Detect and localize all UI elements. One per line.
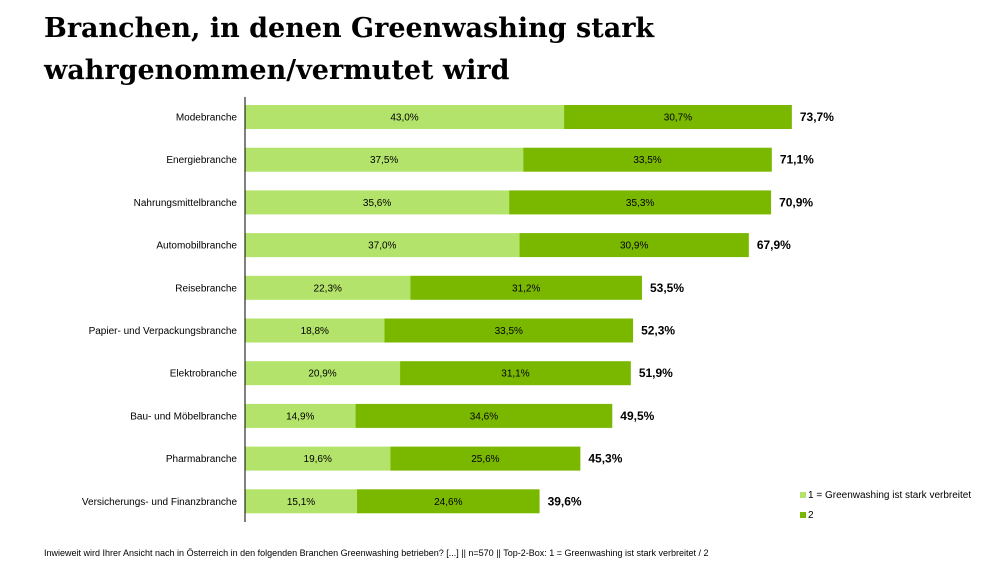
segment-value-label: 33,5%: [633, 155, 661, 166]
bar-segment-series-2: [509, 190, 772, 215]
category-label: Papier- und Verpackungsbranche: [89, 326, 238, 337]
segment-value-label: 14,9%: [286, 411, 314, 422]
bar-segment-series-2: [519, 233, 749, 258]
footnote: Inwieweit wird Ihrer Ansicht nach in Öst…: [44, 548, 709, 558]
total-value-label: 51,9%: [639, 366, 673, 380]
segment-value-label: 37,5%: [370, 155, 398, 166]
bar-segment-series-1: [245, 190, 510, 215]
segment-value-label: 35,6%: [363, 198, 391, 209]
total-value-label: 70,9%: [779, 195, 813, 209]
segment-value-label: 35,3%: [626, 198, 654, 209]
bar-segment-series-2: [355, 403, 613, 428]
bar-segment-series-1: [245, 105, 565, 129]
bar-segment-series-1: [245, 403, 356, 428]
category-label: Reisebranche: [175, 283, 237, 294]
category-label: Bau- und Möbelbranche: [130, 411, 237, 422]
segment-value-label: 30,7%: [664, 113, 692, 124]
bar-segment-series-2: [400, 361, 631, 386]
segment-value-label: 25,6%: [471, 454, 499, 465]
bar-segment-series-1: [245, 233, 520, 258]
legend-swatch-series-2: [800, 512, 806, 518]
bar-segment-series-1: [245, 318, 385, 343]
segment-value-label: 30,9%: [620, 241, 648, 252]
bar-segment-series-1: [245, 361, 401, 386]
category-label: Automobilbranche: [156, 241, 237, 252]
segment-value-label: 22,3%: [314, 283, 342, 294]
bar-segment-series-2: [357, 489, 540, 514]
bar-segment-series-2: [384, 318, 634, 343]
segment-value-label: 31,1%: [501, 369, 529, 380]
bar-segment-series-1: [245, 275, 411, 300]
total-value-label: 53,5%: [650, 281, 684, 295]
legend: 1 = Greenwashing ist stark verbreitet 2: [800, 490, 971, 521]
bar-segment-series-1: [245, 147, 524, 172]
legend-swatch-series-1: [800, 492, 806, 498]
total-value-label: 73,7%: [800, 110, 834, 124]
segment-value-label: 24,6%: [434, 497, 462, 508]
segment-value-label: 20,9%: [308, 369, 336, 380]
segment-value-label: 15,1%: [287, 497, 315, 508]
total-value-label: 45,3%: [588, 452, 622, 466]
total-value-label: 49,5%: [620, 409, 654, 423]
bar-segment-series-2: [523, 147, 772, 172]
total-value-label: 52,3%: [641, 324, 675, 338]
bar-segment-series-2: [390, 446, 581, 471]
legend-label-series-1: 1 = Greenwashing ist stark verbreitet: [808, 490, 971, 501]
segment-value-label: 31,2%: [512, 283, 540, 294]
category-label: Versicherungs- und Finanzbranche: [82, 497, 238, 508]
segment-value-label: 33,5%: [495, 326, 523, 337]
segment-value-label: 19,6%: [304, 454, 332, 465]
bar-segment-series-1: [245, 446, 391, 471]
segment-value-label: 37,0%: [368, 241, 396, 252]
segment-value-label: 34,6%: [470, 411, 498, 422]
bar-segment-series-2: [564, 105, 792, 129]
category-label: Nahrungsmittelbranche: [134, 198, 238, 209]
segment-value-label: 18,8%: [301, 326, 329, 337]
total-value-label: 71,1%: [780, 153, 814, 167]
bar-segment-series-1: [245, 489, 358, 514]
category-label: Modebranche: [176, 113, 238, 124]
bar-segment-series-2: [410, 275, 642, 300]
category-label: Pharmabranche: [166, 454, 238, 465]
category-label: Elektrobranche: [170, 369, 238, 380]
page-title: Branchen, in denen Greenwashing stark wa…: [44, 13, 655, 86]
segment-value-label: 43,0%: [390, 113, 418, 124]
category-label: Energiebranche: [166, 155, 237, 166]
bars-layer: Modebranche 43,0% 30,7% 73,7% Energiebranche…: [82, 105, 834, 514]
legend-label-series-2: 2: [808, 510, 814, 521]
total-value-label: 39,6%: [548, 494, 582, 508]
total-value-label: 67,9%: [757, 238, 791, 252]
